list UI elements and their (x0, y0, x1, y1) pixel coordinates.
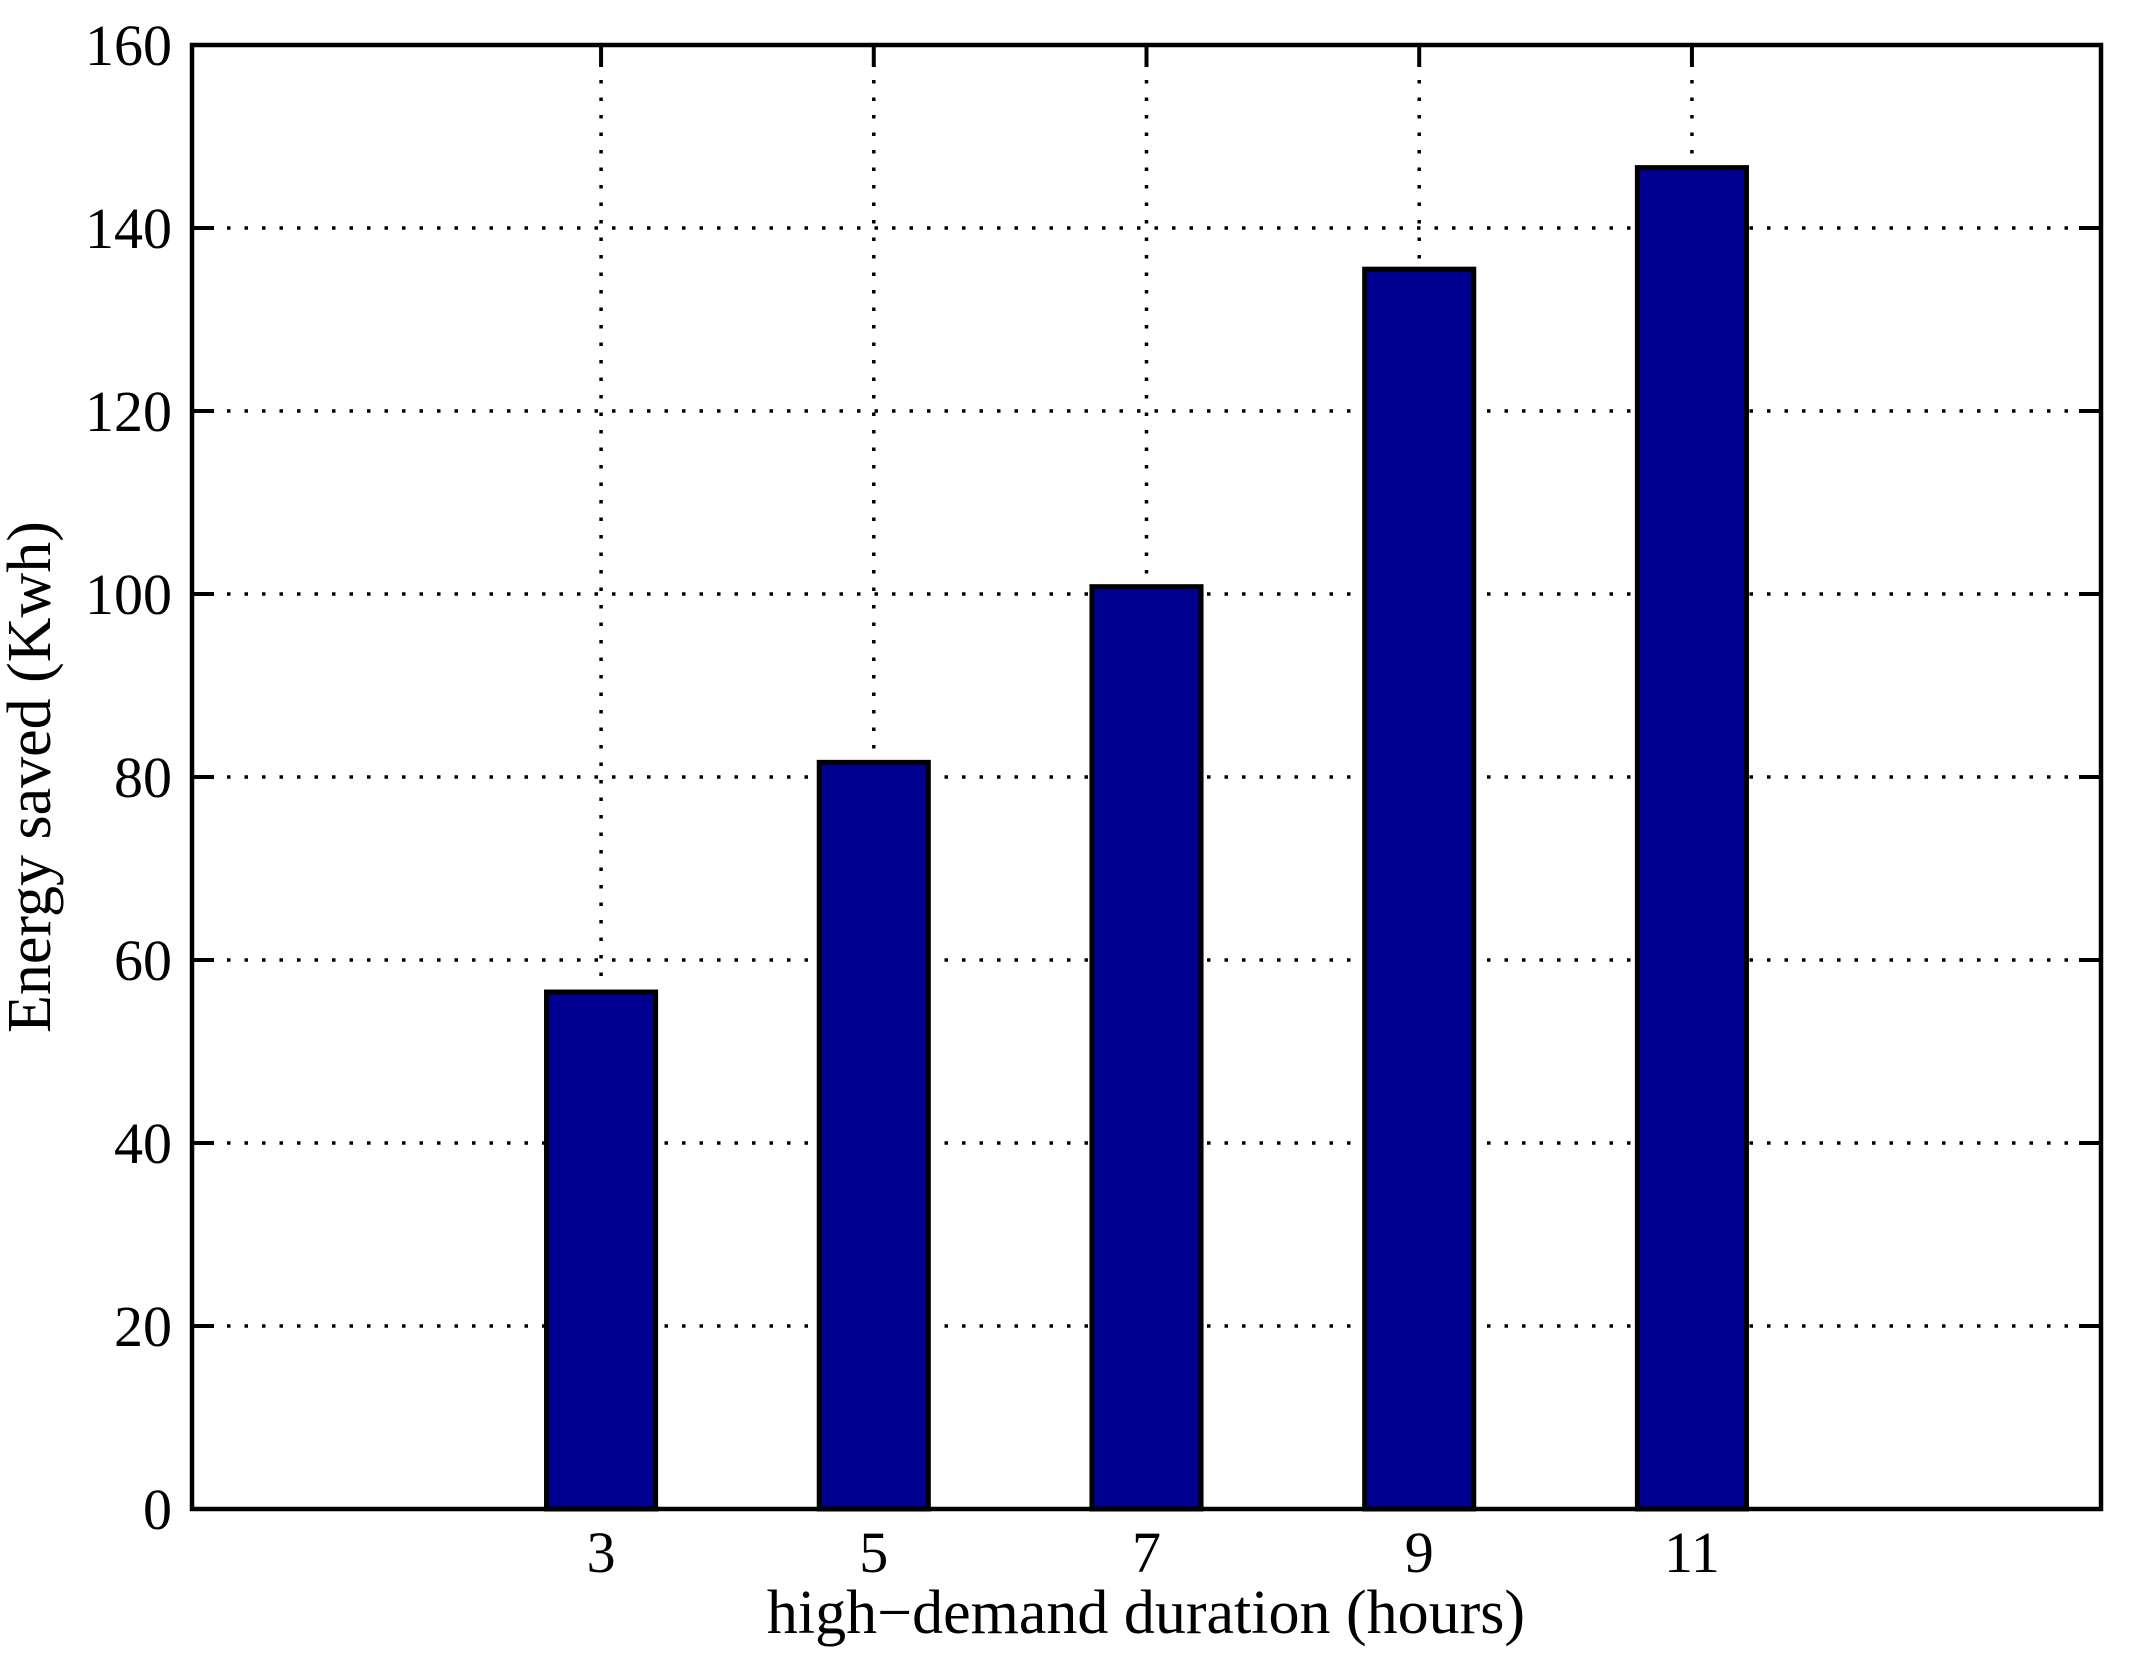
y-tick-label: 20 (114, 1294, 172, 1359)
tick-labels: 0 20 40 60 80 100 120 140 160 3 5 7 9 11 (85, 13, 1720, 1585)
x-tick-label: 9 (1405, 1520, 1434, 1585)
bar-7 (1089, 584, 1204, 1512)
y-tick-label: 140 (85, 196, 172, 261)
grid-lines (192, 45, 2101, 1509)
x-axis-label: high−demand duration (hours) (767, 1579, 1525, 1647)
y-tick-label: 160 (85, 13, 172, 78)
axis-ticks (192, 43, 2101, 1511)
bar-9 (1362, 266, 1477, 1512)
y-tick-label: 0 (143, 1477, 172, 1542)
bar-5 (816, 759, 931, 1512)
bars (544, 165, 1749, 1512)
y-tick-label: 120 (85, 379, 172, 444)
x-tick-label: 3 (587, 1520, 616, 1585)
y-tick-label: 100 (85, 562, 172, 627)
bar-3 (544, 989, 659, 1512)
plot-border (189, 42, 2104, 1512)
y-tick-label: 40 (114, 1111, 172, 1176)
bar-11 (1634, 165, 1749, 1512)
x-tick-label: 5 (859, 1520, 888, 1585)
x-tick-label: 11 (1664, 1520, 1720, 1585)
y-tick-label: 60 (114, 928, 172, 993)
x-tick-label: 7 (1132, 1520, 1161, 1585)
plot-area-border (189, 42, 2104, 1512)
y-tick-label: 80 (114, 745, 172, 810)
y-axis-label: Energy saved (Kwh) (0, 521, 64, 1033)
